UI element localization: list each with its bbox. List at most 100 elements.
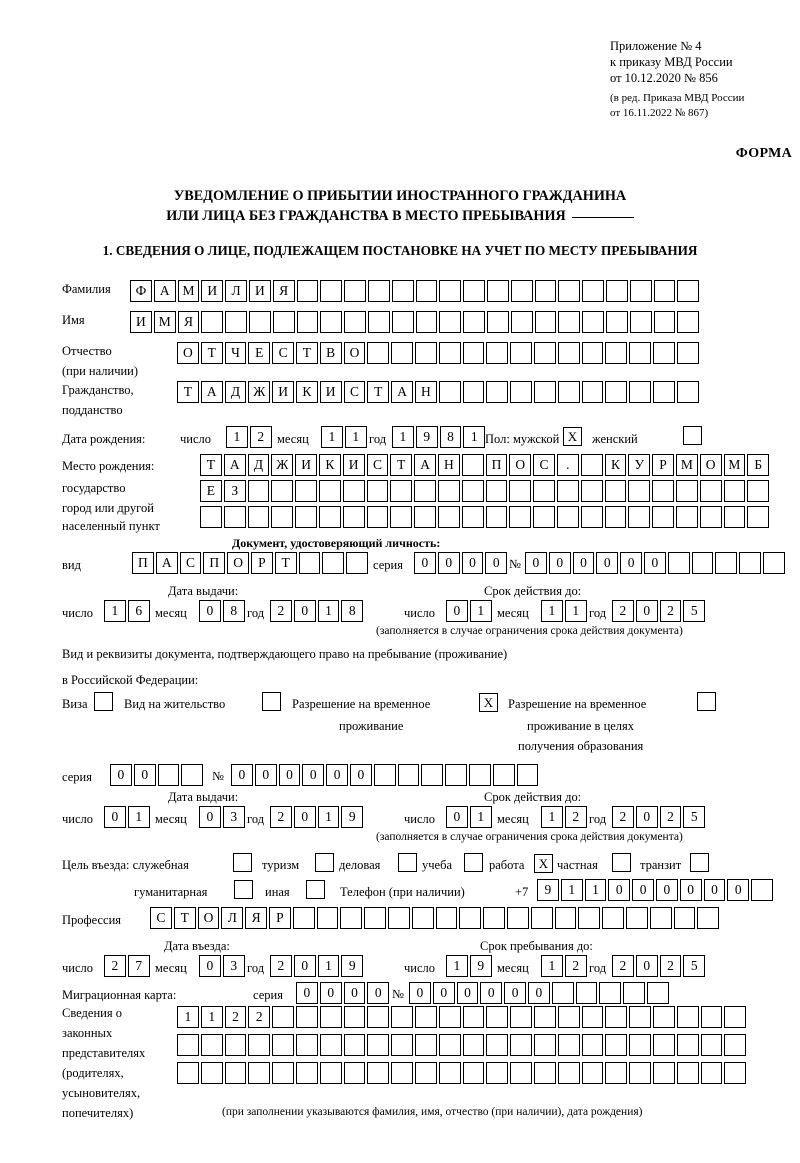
char-box[interactable] bbox=[605, 1006, 628, 1028]
char-box[interactable]: 3 bbox=[222, 806, 245, 828]
char-box[interactable]: Ф bbox=[130, 280, 152, 302]
char-box[interactable]: 2 bbox=[564, 806, 587, 828]
char-box[interactable] bbox=[463, 311, 485, 333]
char-box[interactable]: 8 bbox=[222, 600, 245, 622]
char-box[interactable] bbox=[200, 506, 222, 528]
char-box[interactable]: Е bbox=[200, 480, 222, 502]
char-box[interactable] bbox=[558, 280, 581, 302]
char-box[interactable] bbox=[510, 311, 533, 333]
char-box[interactable]: 0 bbox=[367, 982, 390, 1004]
char-box[interactable] bbox=[340, 907, 363, 929]
char-box[interactable]: 1 bbox=[104, 600, 126, 622]
char-box[interactable] bbox=[342, 506, 365, 528]
char-box[interactable] bbox=[367, 1006, 390, 1028]
char-box[interactable]: А bbox=[414, 454, 436, 476]
char-box[interactable] bbox=[604, 506, 627, 528]
char-box[interactable] bbox=[437, 480, 460, 502]
char-box[interactable] bbox=[318, 480, 341, 502]
char-box[interactable] bbox=[533, 506, 555, 528]
char-box[interactable] bbox=[320, 311, 343, 333]
char-box[interactable]: 1 bbox=[446, 955, 468, 977]
char-box[interactable] bbox=[509, 480, 532, 502]
char-box[interactable] bbox=[200, 1034, 223, 1056]
char-box[interactable]: 0 bbox=[655, 879, 678, 901]
purpose-business-checkbox[interactable] bbox=[398, 853, 417, 872]
char-box[interactable] bbox=[373, 764, 396, 786]
char-box[interactable]: Ж bbox=[248, 381, 271, 403]
char-box[interactable] bbox=[724, 1062, 747, 1084]
char-box[interactable] bbox=[652, 480, 674, 502]
char-box[interactable] bbox=[747, 506, 770, 528]
char-box[interactable] bbox=[391, 280, 414, 302]
char-box[interactable] bbox=[485, 480, 508, 502]
char-box[interactable]: Л bbox=[221, 907, 244, 929]
char-box[interactable] bbox=[629, 1062, 651, 1084]
char-box[interactable] bbox=[691, 552, 714, 574]
char-box[interactable]: 2 bbox=[249, 426, 272, 448]
char-box[interactable] bbox=[322, 552, 345, 574]
char-box[interactable]: 2 bbox=[612, 806, 634, 828]
char-box[interactable]: 1 bbox=[560, 879, 583, 901]
purpose-work-checkbox[interactable]: X bbox=[534, 853, 553, 873]
char-box[interactable]: 0 bbox=[461, 552, 484, 574]
char-box[interactable]: 0 bbox=[254, 764, 277, 786]
char-box[interactable] bbox=[676, 1062, 699, 1084]
char-box[interactable]: Д bbox=[224, 381, 247, 403]
char-box[interactable]: 0 bbox=[548, 552, 571, 574]
char-box[interactable]: 0 bbox=[437, 552, 460, 574]
char-box[interactable] bbox=[575, 982, 598, 1004]
char-box[interactable]: Р bbox=[268, 907, 291, 929]
char-box[interactable] bbox=[225, 311, 247, 333]
char-box[interactable] bbox=[486, 1034, 509, 1056]
char-box[interactable]: 0 bbox=[635, 600, 658, 622]
char-box[interactable] bbox=[391, 342, 413, 364]
char-box[interactable] bbox=[438, 1062, 461, 1084]
char-box[interactable] bbox=[516, 764, 539, 786]
char-box[interactable] bbox=[200, 1062, 223, 1084]
purpose-study-checkbox[interactable] bbox=[464, 853, 483, 872]
char-box[interactable] bbox=[700, 1062, 723, 1084]
char-box[interactable] bbox=[581, 381, 604, 403]
char-box[interactable] bbox=[318, 506, 341, 528]
char-box[interactable]: 0 bbox=[527, 982, 550, 1004]
char-box[interactable]: Н bbox=[437, 454, 460, 476]
char-box[interactable]: П bbox=[485, 454, 508, 476]
char-box[interactable]: Я bbox=[272, 280, 295, 302]
char-box[interactable] bbox=[319, 1034, 342, 1056]
char-box[interactable]: 9 bbox=[341, 955, 364, 977]
char-box[interactable]: П bbox=[132, 552, 154, 574]
char-box[interactable] bbox=[580, 480, 603, 502]
char-box[interactable] bbox=[715, 552, 738, 574]
char-box[interactable]: 9 bbox=[469, 955, 492, 977]
char-box[interactable] bbox=[578, 907, 601, 929]
char-box[interactable] bbox=[510, 1006, 532, 1028]
char-box[interactable] bbox=[605, 280, 628, 302]
char-box[interactable] bbox=[343, 1006, 366, 1028]
char-box[interactable]: И bbox=[201, 280, 224, 302]
char-box[interactable] bbox=[411, 907, 434, 929]
char-box[interactable]: Е bbox=[248, 342, 271, 364]
purpose-other-checkbox[interactable] bbox=[306, 880, 325, 899]
char-box[interactable]: . bbox=[556, 454, 579, 476]
sex-male-checkbox[interactable]: X bbox=[563, 426, 582, 446]
char-box[interactable]: 2 bbox=[659, 955, 682, 977]
char-box[interactable] bbox=[605, 1062, 628, 1084]
char-box[interactable] bbox=[438, 381, 461, 403]
char-box[interactable]: О bbox=[177, 342, 199, 364]
char-box[interactable]: 0 bbox=[632, 879, 654, 901]
char-box[interactable] bbox=[316, 907, 339, 929]
char-box[interactable] bbox=[599, 982, 622, 1004]
char-box[interactable] bbox=[296, 280, 319, 302]
char-box[interactable] bbox=[439, 311, 462, 333]
char-box[interactable]: А bbox=[223, 454, 246, 476]
char-box[interactable]: 0 bbox=[293, 955, 316, 977]
char-box[interactable]: 0 bbox=[596, 552, 619, 574]
